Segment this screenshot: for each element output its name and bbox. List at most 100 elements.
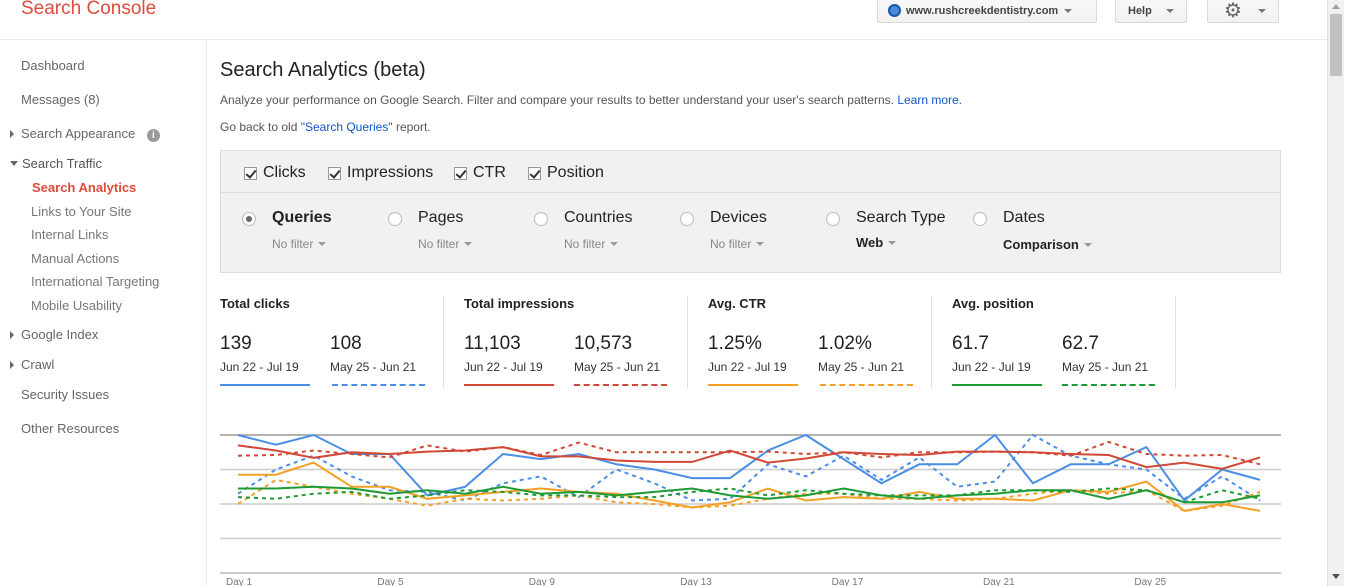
series-line-position-previous <box>237 487 1261 504</box>
totals-divider <box>1175 296 1176 388</box>
search-analytics-chart[interactable]: Day 1 Day 5 Day 9 Day 13 Day 17 Day 21 Day 25 <box>220 420 1282 586</box>
series-line-clicks <box>237 433 1261 502</box>
sidebar-item-search-analytics[interactable]: Search Analytics <box>32 180 137 195</box>
sidebar-item-other-resources[interactable]: Other Resources <box>21 421 120 436</box>
total-impressions-current-value: 11,103 <box>464 333 521 354</box>
position-previous-legend-line <box>1062 384 1155 386</box>
total-impressions-previous-range: May 25 - Jun 21 <box>574 360 661 374</box>
radio-unselected-icon[interactable] <box>534 212 548 226</box>
sidebar-item-google-index[interactable]: Google Index <box>10 327 98 342</box>
group-devices-label[interactable]: Devices <box>710 209 767 226</box>
queries-filter-dropdown[interactable]: No filter <box>272 237 327 251</box>
x-tick-label: Day 1 <box>226 577 253 586</box>
dates-value: Comparison <box>1003 237 1079 252</box>
radio-unselected-icon[interactable] <box>680 212 694 226</box>
sidebar: Dashboard Messages (8) Search Appearance… <box>0 40 207 586</box>
avg-ctr-title: Avg. CTR <box>708 296 767 311</box>
position-checkbox-label: Position <box>547 164 604 181</box>
chevron-down-icon <box>610 242 619 246</box>
expand-arrow-icon <box>10 361 14 369</box>
totals-divider <box>687 296 688 388</box>
checkbox-checked-icon[interactable] <box>454 166 467 180</box>
radio-unselected-icon[interactable] <box>388 212 402 226</box>
avg-position-title: Avg. position <box>952 296 1034 311</box>
x-tick-label: Day 21 <box>983 577 1015 586</box>
sidebar-item-messages[interactable]: Messages (8) <box>21 92 100 107</box>
ctr-checkbox[interactable]: CTR <box>454 164 506 182</box>
info-icon[interactable]: i <box>146 129 160 142</box>
ctr-previous-legend-line <box>820 384 913 386</box>
queries-filter-value: No filter <box>272 237 314 251</box>
old-search-queries-link[interactable]: "Search Queries" <box>300 120 393 134</box>
avg-ctr-card[interactable]: Avg. CTR 1.25% Jun 22 - Jul 19 1.02% May… <box>708 296 953 388</box>
radio-unselected-icon[interactable] <box>973 212 987 226</box>
pages-filter-value: No filter <box>418 237 460 251</box>
checkbox-checked-icon[interactable] <box>528 166 541 180</box>
sidebar-item-mobile-usability[interactable]: Mobile Usability <box>31 298 123 313</box>
avg-position-previous-range: May 25 - Jun 21 <box>1062 360 1149 374</box>
sidebar-item-international-targeting[interactable]: International Targeting <box>31 274 160 289</box>
series-line-impressions <box>237 444 1261 470</box>
radio-selected-icon[interactable] <box>242 212 256 226</box>
total-clicks-card[interactable]: Total clicks 139 Jun 22 - Jul 19 108 May… <box>220 296 465 388</box>
group-search-type-label[interactable]: Search Type <box>856 209 946 226</box>
sidebar-item-crawl[interactable]: Crawl <box>10 357 55 372</box>
radio-unselected-icon[interactable] <box>826 212 840 226</box>
position-checkbox[interactable]: Position <box>528 164 604 182</box>
totals-divider <box>443 296 444 388</box>
avg-position-card[interactable]: Avg. position 61.7 Jun 22 - Jul 19 62.7 … <box>952 296 1197 388</box>
old-report-notice: Go back to old "Search Queries" report. <box>220 120 431 134</box>
clicks-current-legend-line <box>220 384 310 386</box>
search-type-dropdown[interactable]: Web <box>856 235 897 250</box>
sidebar-item-links-to-site[interactable]: Links to Your Site <box>31 204 132 219</box>
sidebar-item-manual-actions[interactable]: Manual Actions <box>31 251 120 266</box>
x-tick-label: Day 25 <box>1134 577 1166 586</box>
total-impressions-card[interactable]: Total impressions 11,103 Jun 22 - Jul 19… <box>464 296 709 388</box>
countries-filter-dropdown[interactable]: No filter <box>564 237 619 251</box>
clicks-checkbox[interactable]: Clicks <box>244 164 306 182</box>
sidebar-item-search-appearance[interactable]: Search Appearance i <box>10 126 160 142</box>
sidebar-item-label: Search Appearance <box>21 126 136 141</box>
sidebar-item-search-traffic[interactable]: Search Traffic <box>10 156 102 171</box>
pages-filter-dropdown[interactable]: No filter <box>418 237 473 251</box>
help-label: Help <box>1128 4 1152 17</box>
sidebar-item-label: Search Traffic <box>22 156 102 171</box>
x-tick-label: Day 13 <box>680 577 712 586</box>
sidebar-item-label: Crawl <box>21 357 55 372</box>
sidebar-item-dashboard[interactable]: Dashboard <box>21 58 85 73</box>
avg-ctr-previous-value: 1.02% <box>818 333 872 354</box>
group-pages-label[interactable]: Pages <box>418 209 464 226</box>
dates-dropdown[interactable]: Comparison <box>1003 237 1092 252</box>
x-tick-label: Day 9 <box>529 577 556 586</box>
help-button[interactable]: Help <box>1115 0 1187 23</box>
devices-filter-dropdown[interactable]: No filter <box>710 237 765 251</box>
totals-divider <box>931 296 932 388</box>
avg-position-current-value: 61.7 <box>952 333 989 354</box>
total-clicks-current-range: Jun 22 - Jul 19 <box>220 360 299 374</box>
settings-button[interactable]: ⚙ <box>1207 0 1279 23</box>
site-selector-button[interactable]: www.rushcreekdentistry.com <box>877 0 1097 23</box>
scroll-down-icon[interactable] <box>1332 574 1340 579</box>
checkbox-checked-icon[interactable] <box>244 166 257 180</box>
series-line-clicks-previous <box>237 433 1261 502</box>
old-report-prefix: Go back to old <box>220 120 301 134</box>
checkbox-checked-icon[interactable] <box>328 166 341 180</box>
group-countries-label[interactable]: Countries <box>564 209 633 226</box>
sidebar-item-security-issues[interactable]: Security Issues <box>21 387 110 402</box>
ctr-current-legend-line <box>708 384 798 386</box>
impressions-previous-legend-line <box>574 384 667 386</box>
page-scrollbar[interactable] <box>1327 0 1344 586</box>
search-console-logo[interactable]: Search Console <box>21 0 157 19</box>
collapse-arrow-icon <box>10 161 18 166</box>
sidebar-item-internal-links[interactable]: Internal Links <box>31 227 109 242</box>
impressions-current-legend-line <box>464 384 554 386</box>
learn-more-link[interactable]: Learn more. <box>897 93 963 107</box>
scroll-up-icon[interactable] <box>1332 4 1340 9</box>
position-current-legend-line <box>952 384 1042 386</box>
page-description: Analyze your performance on Google Searc… <box>220 93 962 107</box>
x-tick-label: Day 5 <box>377 577 404 586</box>
group-dates-label[interactable]: Dates <box>1003 209 1045 226</box>
impressions-checkbox[interactable]: Impressions <box>328 164 433 182</box>
scroll-thumb[interactable] <box>1330 14 1342 76</box>
group-queries-label[interactable]: Queries <box>272 209 332 226</box>
